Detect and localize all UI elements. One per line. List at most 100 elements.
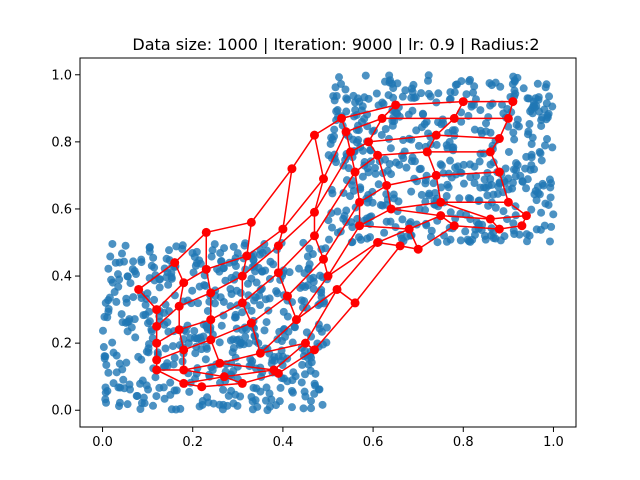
data-point xyxy=(191,349,200,358)
som-row-line xyxy=(138,100,513,291)
data-point xyxy=(402,163,411,172)
data-point xyxy=(227,386,236,395)
som-node xyxy=(332,284,342,294)
data-point xyxy=(466,194,475,203)
som-row-line xyxy=(156,151,491,344)
data-point xyxy=(322,323,331,332)
data-point xyxy=(537,121,546,130)
data-point xyxy=(527,139,536,148)
data-point xyxy=(194,299,203,308)
data-point xyxy=(119,375,128,384)
data-point xyxy=(461,227,470,236)
som-node xyxy=(282,291,292,301)
data-point xyxy=(124,317,133,326)
som-node xyxy=(318,174,328,184)
data-point xyxy=(407,187,416,196)
data-point xyxy=(504,147,513,156)
data-point xyxy=(182,327,191,336)
x-tick-label: 0.2 xyxy=(182,435,203,450)
x-tick-label: 0.6 xyxy=(363,435,384,450)
data-point xyxy=(109,348,118,357)
data-point xyxy=(108,239,117,248)
data-point xyxy=(358,102,367,111)
data-point xyxy=(547,222,556,231)
data-point xyxy=(514,122,523,131)
data-point xyxy=(223,401,232,410)
som-node xyxy=(391,100,401,110)
som-node xyxy=(355,197,365,207)
data-point xyxy=(457,117,466,126)
som-row-line xyxy=(156,201,509,371)
data-point xyxy=(300,297,309,306)
data-point xyxy=(123,272,132,281)
data-point xyxy=(424,89,433,98)
data-point xyxy=(150,263,159,272)
data-point xyxy=(358,172,367,181)
data-point xyxy=(352,138,361,147)
data-point xyxy=(527,205,536,214)
som-node xyxy=(174,301,184,311)
data-point xyxy=(335,73,344,82)
data-point xyxy=(152,392,161,401)
data-point xyxy=(537,208,546,217)
som-node xyxy=(201,264,211,274)
som-node xyxy=(278,224,288,234)
data-point xyxy=(525,120,534,129)
data-point xyxy=(311,369,320,378)
data-point xyxy=(324,235,333,244)
data-point xyxy=(429,179,438,188)
data-point xyxy=(304,264,313,273)
data-point xyxy=(445,95,454,104)
data-point xyxy=(103,387,112,396)
data-point xyxy=(248,397,257,406)
som-node xyxy=(237,378,247,388)
data-point xyxy=(328,189,337,198)
data-point xyxy=(185,387,194,396)
data-point xyxy=(447,173,456,182)
data-point xyxy=(501,164,510,173)
data-point xyxy=(340,211,349,220)
som-node xyxy=(355,221,365,231)
data-point xyxy=(307,358,316,367)
data-point xyxy=(499,207,508,216)
data-point xyxy=(534,189,543,198)
data-point xyxy=(348,181,357,190)
som-node xyxy=(206,315,216,325)
data-point xyxy=(386,144,395,153)
data-point xyxy=(307,397,316,406)
data-point xyxy=(172,405,181,414)
data-point xyxy=(327,209,336,218)
data-point xyxy=(189,268,198,277)
y-tick-label: 0.2 xyxy=(51,337,72,352)
som-node xyxy=(337,113,347,123)
data-point xyxy=(236,339,245,348)
data-point xyxy=(117,249,126,258)
data-point xyxy=(366,146,375,155)
data-point xyxy=(226,285,235,294)
data-point xyxy=(113,270,122,279)
som-node xyxy=(152,321,162,331)
chart-title: Data size: 1000 | Iteration: 9000 | lr: … xyxy=(132,35,539,54)
data-point xyxy=(459,179,468,188)
data-point xyxy=(527,161,536,170)
data-point xyxy=(377,130,386,139)
data-point xyxy=(141,300,150,309)
data-point xyxy=(417,190,426,199)
data-point xyxy=(385,159,394,168)
som-node xyxy=(237,298,247,308)
data-point xyxy=(480,231,489,240)
data-point xyxy=(273,289,282,298)
data-point xyxy=(275,397,284,406)
som-node xyxy=(309,207,319,217)
data-point xyxy=(186,334,195,343)
data-point xyxy=(540,221,549,230)
data-point xyxy=(439,169,448,178)
data-point xyxy=(510,86,519,95)
data-point xyxy=(170,353,179,362)
data-point xyxy=(374,101,383,110)
som-node xyxy=(521,211,531,221)
data-point xyxy=(254,263,263,272)
data-point xyxy=(108,278,117,287)
y-tick-label: 0.4 xyxy=(51,270,72,285)
data-point xyxy=(219,385,228,394)
